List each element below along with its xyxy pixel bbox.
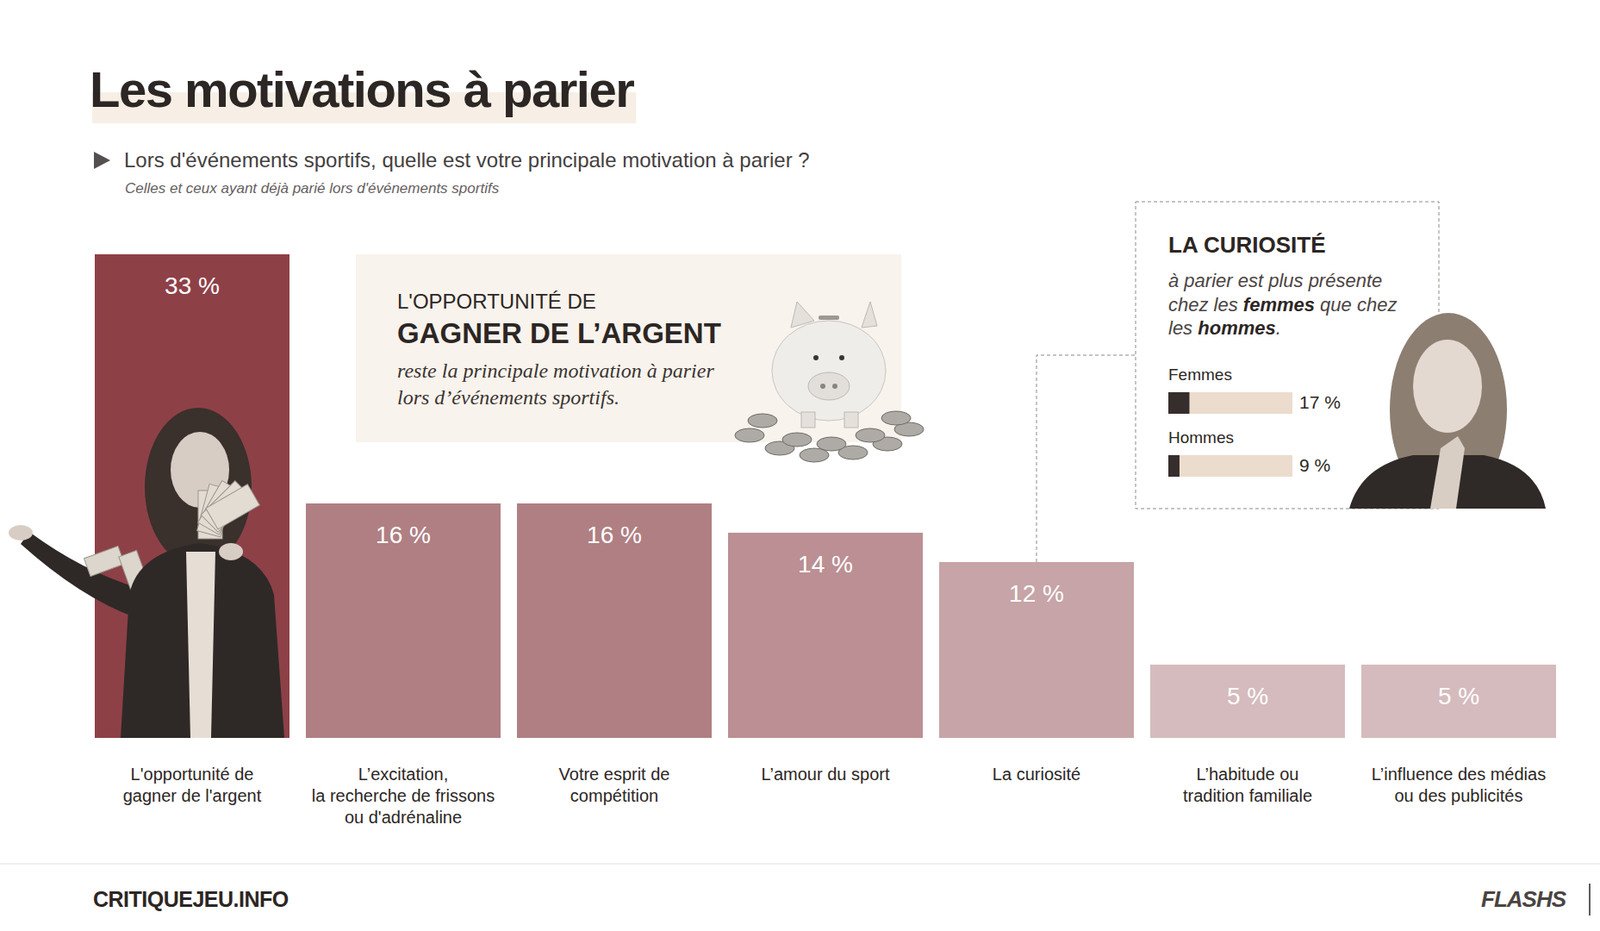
footer-brand: FLASHS	[1481, 885, 1568, 912]
hand	[1430, 435, 1465, 509]
slot	[818, 315, 840, 320]
inset-text-segment: que chez	[1314, 293, 1397, 316]
bar	[1150, 664, 1345, 738]
person-illustration	[1349, 312, 1546, 509]
callout-text: reste la principale motivation à parier l…	[397, 359, 715, 409]
category-label-line: ou d'adrénaline	[344, 807, 462, 827]
coin	[816, 436, 847, 451]
data-label: 5 %	[1226, 682, 1269, 710]
hand	[218, 542, 243, 561]
callout-headline: GAGNER DE L’ARGENT	[397, 317, 722, 349]
bullet-triangle	[93, 151, 111, 169]
eye	[813, 354, 819, 361]
inset-track	[1168, 392, 1293, 414]
data-label: 5 %	[1438, 682, 1480, 710]
callout-box	[355, 254, 902, 443]
category-label-line: L'opportunité de	[130, 764, 255, 784]
category-label: L'opportunité degagner de l'argent	[123, 764, 262, 805]
category-label-line: La curiosité	[992, 764, 1081, 784]
coin	[881, 410, 911, 425]
callout-text-line: reste la principale motivation à parier	[397, 359, 715, 382]
arm	[20, 531, 138, 617]
data-label: 33 %	[164, 272, 220, 299]
bar	[939, 561, 1134, 738]
bill	[84, 545, 125, 576]
callout-text-line: lors d’événements sportifs.	[397, 385, 620, 409]
coin	[747, 413, 778, 428]
bar	[94, 254, 290, 738]
inset-text: chez les femmes que chez	[1168, 293, 1397, 316]
inset-text: à parier est plus présente	[1168, 269, 1383, 292]
body	[771, 320, 886, 421]
piggy-bank	[734, 301, 924, 462]
inset-text-segment: à parier est plus présente	[1168, 269, 1383, 292]
inset-text-segment: les	[1168, 317, 1198, 339]
inset-data-label: 17 %	[1299, 392, 1341, 412]
category-label-line: L’excitation,	[358, 764, 449, 784]
inset-data-label: 9 %	[1299, 454, 1331, 475]
snout	[808, 372, 850, 400]
nostril	[820, 383, 826, 389]
coin	[855, 428, 885, 443]
title: Les motivations à parier	[89, 61, 635, 118]
footer-divider	[1588, 883, 1591, 916]
category-label-line: compétition	[570, 785, 659, 805]
footer-source: CRITIQUEJEU.INFO	[93, 886, 289, 911]
data-label: 14 %	[797, 550, 853, 578]
nostril	[832, 383, 838, 389]
category-label-line: Votre esprit de	[559, 764, 671, 784]
coin	[782, 432, 812, 447]
category-label-line: gagner de l'argent	[123, 785, 262, 805]
bar	[1361, 664, 1557, 738]
category-label: La curiosité	[992, 764, 1081, 784]
inset-track	[1168, 454, 1293, 477]
inset-text-segment: hommes	[1197, 317, 1276, 339]
footer-rule	[0, 863, 1600, 865]
category-label: Votre esprit decompétition	[559, 764, 671, 805]
category-label-line: L’influence des médias	[1371, 764, 1546, 784]
connector	[1036, 354, 1136, 562]
data-label: 16 %	[586, 521, 642, 548]
bill	[205, 484, 260, 530]
coin	[734, 428, 765, 443]
data-label: 12 %	[1008, 579, 1065, 607]
jacket	[120, 542, 285, 738]
category-label: L’amour du sport	[761, 764, 891, 784]
inset-title: LA CURIOSITÉ	[1168, 231, 1326, 258]
bar	[305, 503, 501, 738]
inset-text-segment: chez les	[1168, 293, 1244, 316]
category-label-line: L’habitude ou	[1195, 764, 1299, 784]
bar	[728, 532, 923, 738]
person-illustration	[8, 407, 285, 738]
leg	[844, 411, 859, 428]
subtitle: Lors d'événements sportifs, quelle est v…	[124, 148, 810, 172]
category-label: L’influence des médiasou des publicités	[1371, 764, 1546, 805]
inset-bar	[1168, 454, 1180, 477]
face	[1413, 339, 1482, 433]
leg	[801, 411, 816, 428]
eye	[839, 354, 845, 361]
hair	[144, 407, 252, 567]
inset-category: Femmes	[1168, 365, 1233, 384]
inset-bar	[1168, 392, 1190, 414]
category-label-line: tradition familiale	[1182, 785, 1313, 805]
category-label: L’excitation,la recherche de frissonsou …	[311, 764, 495, 827]
callout-kicker: L'OPPORTUNITÉ DE	[397, 289, 597, 313]
inset-category: Hommes	[1168, 428, 1234, 447]
inset-text-segment: femmes	[1243, 293, 1315, 316]
inset-text-segment: .	[1276, 317, 1282, 339]
ear	[861, 301, 878, 328]
inset-text: les hommes.	[1168, 317, 1282, 339]
inset-bars	[1168, 392, 1293, 477]
data-label: 16 %	[375, 521, 431, 548]
category-label-line: ou des publicités	[1394, 785, 1524, 805]
infographic: Les motivations à parier Lors d'événement…	[0, 0, 1600, 931]
category-label: L’habitude outradition familiale	[1182, 764, 1313, 805]
shirt	[186, 551, 216, 738]
note: Celles et ceux ayant déjà parié lors d'é…	[124, 180, 500, 197]
bar	[516, 503, 712, 738]
hand	[8, 524, 33, 541]
category-label-line: la recherche de frissons	[311, 785, 495, 805]
category-label-line: L’amour du sport	[761, 764, 891, 784]
